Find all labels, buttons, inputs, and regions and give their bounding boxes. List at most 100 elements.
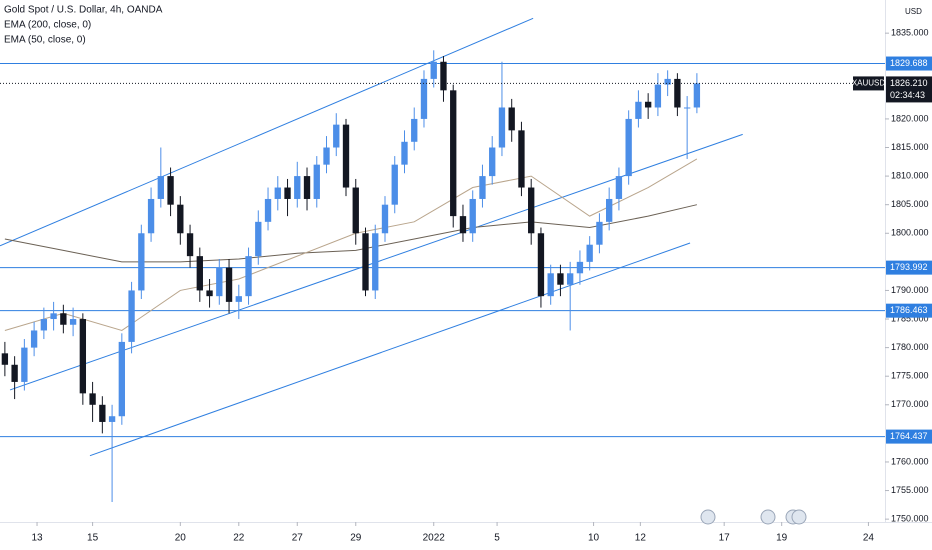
trend-line xyxy=(0,17,534,247)
candle-body xyxy=(21,347,28,382)
candle-body xyxy=(235,296,242,302)
symbol-label: XAUUSD xyxy=(852,79,886,88)
candle-body xyxy=(157,176,164,199)
candle-body xyxy=(518,130,525,188)
x-tick-label: 5 xyxy=(494,533,500,544)
candle-body xyxy=(216,267,223,297)
candle-body xyxy=(567,273,574,285)
candle-body xyxy=(1,353,9,365)
last-price-label: 1826.210 xyxy=(890,78,928,88)
candle-body xyxy=(128,290,135,342)
candle-body xyxy=(557,273,564,285)
candle-body xyxy=(683,107,691,109)
candle-body xyxy=(264,198,272,222)
candle-body xyxy=(430,61,437,79)
x-tick-label: 24 xyxy=(863,533,875,544)
event-icons xyxy=(700,509,807,525)
y-tick-label: 1760.000 xyxy=(891,456,929,466)
candle-body xyxy=(99,404,106,422)
candle-body xyxy=(333,124,340,148)
candle-body xyxy=(138,233,145,291)
candle-body xyxy=(469,198,476,234)
candle-body xyxy=(274,187,281,199)
y-tick-label: 1775.000 xyxy=(891,371,929,381)
event-icon xyxy=(760,509,776,525)
y-tick-label: 1820.000 xyxy=(891,113,929,123)
y-tick-label: 1770.000 xyxy=(891,399,929,409)
candle-body xyxy=(586,244,593,262)
candle-body xyxy=(381,204,389,234)
x-tick-label: 20 xyxy=(175,533,187,544)
y-tick-label: 1790.000 xyxy=(891,285,929,295)
level-label-box xyxy=(886,303,932,318)
candle-body xyxy=(440,61,447,91)
candle-body xyxy=(644,101,652,108)
candle-body xyxy=(177,204,184,234)
candle-body xyxy=(303,176,311,199)
y-tick-label: 1835.000 xyxy=(891,28,929,38)
y-tick-label: 1815.000 xyxy=(891,142,929,152)
candle-body xyxy=(635,101,642,119)
x-tick-label: 2022 xyxy=(423,533,446,544)
y-tick-label: 1750.000 xyxy=(891,514,929,524)
candle-body xyxy=(352,187,359,234)
candle-body xyxy=(69,319,77,325)
x-tick-label: 17 xyxy=(719,533,731,544)
candle-body xyxy=(342,124,350,188)
candle-body xyxy=(284,187,291,199)
candle-body xyxy=(225,267,233,302)
candle-body xyxy=(147,198,155,234)
ema-line xyxy=(4,204,698,263)
x-tick-label: 15 xyxy=(87,533,99,544)
candle-body xyxy=(576,261,584,274)
candle-body xyxy=(391,164,398,205)
level-label: 1786.463 xyxy=(890,305,928,315)
x-tick-label: 22 xyxy=(233,533,245,544)
currency-label: USD xyxy=(905,7,922,16)
legend-entry: EMA (50, close, 0) xyxy=(4,35,86,46)
candle-body xyxy=(420,78,428,119)
trend-line xyxy=(89,242,691,457)
candle-body xyxy=(508,107,515,131)
x-tick-label: 12 xyxy=(635,533,647,544)
candle-body xyxy=(255,221,262,257)
x-tick-label: 29 xyxy=(350,533,362,544)
candle-body xyxy=(489,147,496,177)
plot-area xyxy=(0,17,885,502)
event-icon xyxy=(700,509,716,525)
y-tick-label: 1785.000 xyxy=(891,313,929,323)
x-tick-label: 10 xyxy=(588,533,600,544)
candle-body xyxy=(118,341,126,417)
y-tick-label: 1755.000 xyxy=(891,485,929,495)
candle-body xyxy=(664,78,671,85)
candle-body xyxy=(372,233,379,291)
candle-body xyxy=(167,176,174,205)
level-label-box xyxy=(886,260,932,275)
candle-body xyxy=(245,256,252,297)
y-tick-label: 1800.000 xyxy=(891,228,929,238)
candle-body xyxy=(186,233,194,257)
candle-body xyxy=(313,164,320,199)
chart-title: Gold Spot / U.S. Dollar, 4h, OANDA xyxy=(4,5,163,16)
candle-body xyxy=(654,84,662,108)
candle-body xyxy=(674,78,681,108)
candle-body xyxy=(11,364,18,382)
candle-body xyxy=(89,393,96,405)
candle-body xyxy=(498,107,506,148)
candle-body xyxy=(60,313,67,325)
candle-body xyxy=(411,118,418,142)
candle-body xyxy=(615,176,623,199)
candle-body xyxy=(40,319,48,331)
level-label: 1793.992 xyxy=(890,262,928,272)
candle-body xyxy=(79,319,87,394)
candle-body xyxy=(362,233,369,291)
level-label-box xyxy=(886,56,932,71)
legend-entry: EMA (200, close, 0) xyxy=(4,20,91,31)
event-icon xyxy=(791,509,807,525)
x-tick-label: 13 xyxy=(31,533,43,544)
level-label: 1829.688 xyxy=(890,58,928,68)
last-price-box xyxy=(886,76,932,103)
